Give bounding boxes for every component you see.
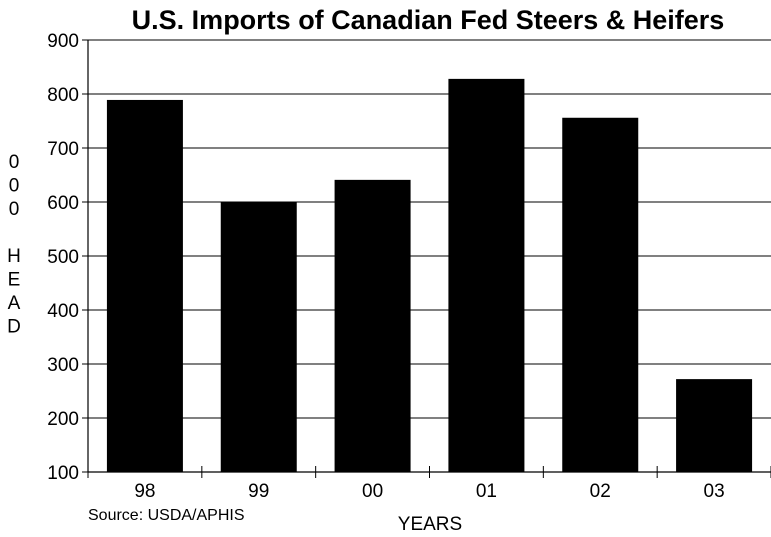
y-tick-label: 600 — [47, 193, 79, 214]
y-tick-label: 900 — [47, 31, 79, 52]
y-tick-label: 100 — [47, 463, 79, 484]
bar-02 — [562, 117, 639, 472]
y-tick-label: 800 — [47, 85, 79, 106]
bar-98 — [106, 99, 183, 472]
chart-title: U.S. Imports of Canadian Fed Steers & He… — [132, 5, 725, 35]
x-tick-label: 02 — [590, 481, 611, 502]
y-tick-label: 500 — [47, 247, 79, 268]
axes — [82, 39, 771, 478]
bar-03 — [676, 379, 753, 472]
gridlines — [88, 39, 771, 473]
x-tick-label: 98 — [134, 481, 155, 502]
y-tick-labels: 100 200 300 400 500 600 700 800 900 — [47, 31, 79, 484]
x-tick-label: 01 — [476, 481, 497, 502]
y-tick-label: 300 — [47, 355, 79, 376]
source-note: Source: USDA/APHIS — [88, 507, 245, 524]
bar-99 — [220, 202, 297, 472]
x-tick-label: 99 — [248, 481, 269, 502]
x-axis-label: YEARS — [398, 514, 462, 535]
y-axis-label-char: A — [8, 293, 21, 314]
y-tick-label: 200 — [47, 409, 79, 430]
x-tick-labels: 98 99 00 01 02 03 — [134, 481, 724, 502]
bar-01 — [448, 78, 525, 472]
y-axis-label-char: 0 — [9, 152, 20, 173]
y-axis-label-char: H — [7, 246, 21, 267]
y-axis-label-char: 0 — [9, 199, 20, 220]
y-axis-label-char: D — [7, 317, 21, 338]
bars — [106, 78, 753, 473]
y-tick-label: 400 — [47, 301, 79, 322]
x-tick-label: 00 — [362, 481, 383, 502]
y-tick-label: 700 — [47, 139, 79, 160]
x-tick-label: 03 — [704, 481, 725, 502]
y-axis-label-char: 0 — [9, 176, 20, 197]
bar-00 — [334, 179, 411, 473]
y-axis-label-char: E — [8, 270, 21, 291]
